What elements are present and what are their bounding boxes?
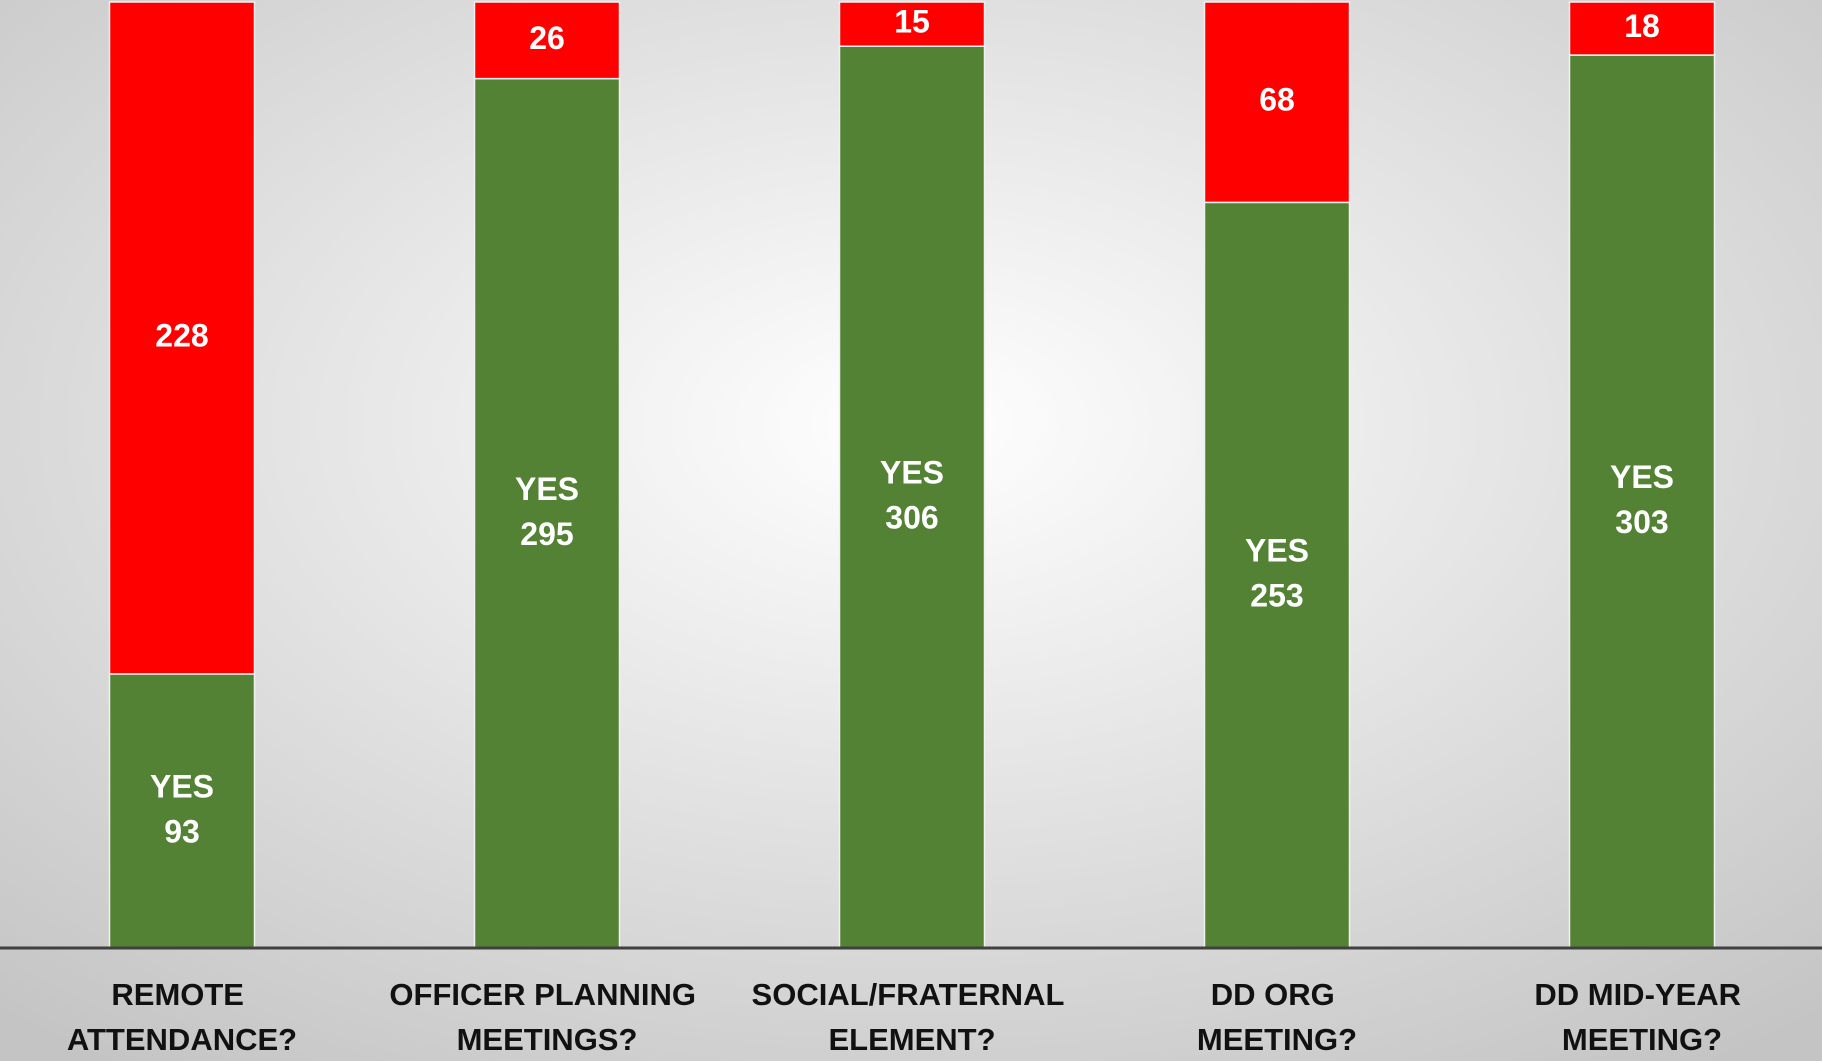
series-label: YES — [1610, 459, 1674, 495]
bar-segment — [108, 673, 256, 949]
x-tick-label: DD MID-YEAR MEETING? — [1534, 977, 1749, 1057]
x-tick-label: OFFICER PLANNING MEETINGS? — [389, 977, 704, 1057]
data-label: 295 — [520, 516, 573, 552]
data-label: 253 — [1250, 578, 1303, 614]
data-label: 26 — [529, 20, 565, 56]
bar-segment — [1203, 1, 1351, 204]
data-label: 306 — [885, 500, 938, 536]
data-label: 18 — [1624, 8, 1660, 44]
bar-segment — [1568, 54, 1716, 949]
data-label: 68 — [1259, 82, 1295, 118]
bar-segment — [838, 1, 986, 47]
data-label: 15 — [894, 4, 930, 40]
series-label: YES — [880, 455, 944, 491]
x-tick-label: REMOTE ATTENDANCE? — [67, 977, 297, 1057]
bar-segment — [473, 1, 621, 80]
x-tick-label: DD ORG MEETING? — [1197, 977, 1357, 1057]
x-tick-label: SOCIAL/FRATERNAL ELEMENT? — [752, 977, 1073, 1057]
data-label: 228 — [155, 317, 208, 353]
bar-segment — [1568, 1, 1716, 56]
bar-segment — [473, 77, 621, 949]
series-label: YES — [1245, 533, 1309, 569]
bar-segment — [108, 1, 256, 675]
data-label: 303 — [1615, 504, 1668, 540]
bar-segment — [1203, 201, 1351, 949]
bar-segment — [838, 45, 986, 949]
series-label: YES — [515, 471, 579, 507]
series-label: YES — [150, 768, 214, 804]
data-label: 93 — [164, 813, 200, 849]
